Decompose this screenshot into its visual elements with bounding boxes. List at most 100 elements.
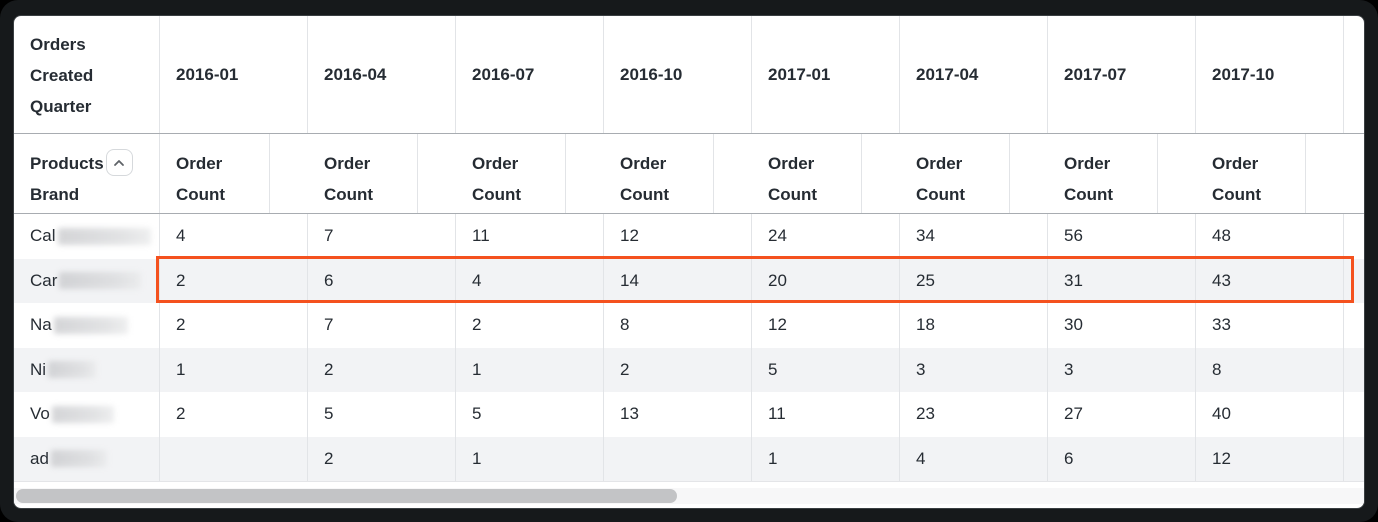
brand-prefix: Ni — [30, 359, 47, 379]
brand-cell[interactable]: Na — [14, 303, 160, 348]
scrollbar-thumb[interactable] — [16, 489, 677, 503]
value-cell-2017-10[interactable]: 48 — [1196, 214, 1344, 259]
brand-prefix: Na — [30, 315, 52, 335]
collapse-column-button[interactable] — [105, 149, 133, 177]
metric-header-2016-10[interactable]: Order Count — [604, 134, 714, 213]
value-cell-2017-07[interactable]: 3 — [1048, 347, 1196, 392]
brand-cell[interactable]: ad — [14, 436, 160, 481]
column-header-2016-04[interactable]: 2016-04 — [308, 16, 456, 133]
table-row: Na 2 7 2 8 12 18 30 33 — [14, 303, 1364, 348]
brand-prefix: Vo — [30, 404, 50, 424]
column-dimension-label-line2: Brand — [30, 185, 80, 204]
value-cell-2017-07[interactable]: 56 — [1048, 214, 1196, 259]
row-dimension-header: Orders Created Quarter — [14, 16, 160, 133]
value-cell-2017-01[interactable]: 11 — [752, 392, 900, 437]
column-header-overflow — [1344, 16, 1364, 133]
column-header-2017-07[interactable]: 2017-07 — [1048, 16, 1196, 133]
value-cell-2016-07[interactable]: 1 — [456, 436, 604, 481]
value-cell-2017-04[interactable]: 23 — [900, 392, 1048, 437]
value-cell-2016-01[interactable]: 2 — [160, 303, 308, 348]
pivot-table: Orders Created Quarter 2016-01 2016-04 201… — [14, 16, 1364, 508]
brand-cell[interactable]: Vo — [14, 392, 160, 437]
value-cell-overflow — [1344, 392, 1364, 437]
brand-prefix: ad — [30, 448, 49, 468]
value-cell-2016-07[interactable]: 11 — [456, 214, 604, 259]
value-cell-2016-10[interactable]: 2 — [604, 347, 752, 392]
redacted-text-blur — [53, 316, 128, 334]
metric-header-2017-07[interactable]: Order Count — [1048, 134, 1158, 213]
value-cell-overflow — [1344, 303, 1364, 348]
value-cell-2017-10[interactable]: 43 — [1196, 258, 1344, 303]
value-cell-2017-01[interactable]: 24 — [752, 214, 900, 259]
value-cell-2017-10[interactable]: 40 — [1196, 392, 1344, 437]
value-cell-2016-10[interactable]: 14 — [604, 258, 752, 303]
value-cell-2016-10[interactable] — [604, 436, 752, 481]
value-cell-2016-10[interactable]: 8 — [604, 303, 752, 348]
metric-header-2016-01[interactable]: Order Count — [160, 134, 270, 213]
value-cell-2016-04[interactable]: 6 — [308, 258, 456, 303]
value-cell-2016-04[interactable]: 7 — [308, 303, 456, 348]
table-row: Cal 4 7 11 12 24 34 56 48 — [14, 214, 1364, 259]
value-cell-overflow — [1344, 437, 1364, 482]
value-cell-2016-07[interactable]: 4 — [456, 258, 604, 303]
value-cell-2016-07[interactable]: 1 — [456, 347, 604, 392]
value-cell-2017-07[interactable]: 30 — [1048, 303, 1196, 348]
value-cell-2017-04[interactable]: 18 — [900, 303, 1048, 348]
brand-cell[interactable]: Cal — [14, 214, 160, 259]
value-cell-2016-10[interactable]: 12 — [604, 214, 752, 259]
metric-header-2017-04[interactable]: Order Count — [900, 134, 1010, 213]
metric-header-2017-10[interactable]: Order Count — [1196, 134, 1306, 213]
brand-cell[interactable]: Ni — [14, 347, 160, 392]
value-cell-2017-04[interactable]: 25 — [900, 258, 1048, 303]
value-cell-2016-10[interactable]: 13 — [604, 392, 752, 437]
metric-headers-row: Products Brand Order Count Order Count Ord… — [14, 134, 1364, 214]
value-cell-2017-07[interactable]: 6 — [1048, 436, 1196, 481]
column-header-2016-07[interactable]: 2016-07 — [456, 16, 604, 133]
metric-header-2016-04[interactable]: Order Count — [308, 134, 418, 213]
table-row: Ni 1 2 1 2 5 3 3 8 — [14, 347, 1364, 392]
value-cell-2016-01[interactable]: 1 — [160, 347, 308, 392]
value-cell-2017-10[interactable]: 12 — [1196, 436, 1344, 481]
column-header-2017-10[interactable]: 2017-10 — [1196, 16, 1344, 133]
metric-header-2016-07[interactable]: Order Count — [456, 134, 566, 213]
value-cell-2017-07[interactable]: 31 — [1048, 258, 1196, 303]
value-cell-2017-10[interactable]: 8 — [1196, 347, 1344, 392]
column-dimension-header: Products Brand — [14, 134, 160, 213]
table-row: Car 2 6 4 14 20 25 31 43 — [14, 258, 1364, 303]
value-cell-2016-04[interactable]: 7 — [308, 214, 456, 259]
value-cell-2017-01[interactable]: 1 — [752, 436, 900, 481]
brand-prefix: Cal — [30, 226, 56, 246]
value-cell-2017-01[interactable]: 5 — [752, 347, 900, 392]
value-cell-2017-04[interactable]: 3 — [900, 347, 1048, 392]
redacted-text-blur — [50, 450, 107, 468]
value-cell-2016-04[interactable]: 5 — [308, 392, 456, 437]
value-cell-2016-04[interactable]: 2 — [308, 347, 456, 392]
column-headers-row: Orders Created Quarter 2016-01 2016-04 201… — [14, 16, 1364, 134]
value-cell-2016-01[interactable]: 2 — [160, 392, 308, 437]
value-cell-2017-10[interactable]: 33 — [1196, 303, 1344, 348]
value-cell-2016-01[interactable]: 2 — [160, 258, 308, 303]
brand-prefix: Car — [30, 270, 58, 290]
value-cell-2016-04[interactable]: 2 — [308, 436, 456, 481]
horizontal-scrollbar[interactable] — [14, 488, 1364, 504]
value-cell-2016-07[interactable]: 5 — [456, 392, 604, 437]
redacted-text-blur — [59, 272, 142, 290]
column-header-2016-10[interactable]: 2016-10 — [604, 16, 752, 133]
value-cell-2016-07[interactable]: 2 — [456, 303, 604, 348]
table-row: Vo 2 5 5 13 11 23 27 40 — [14, 392, 1364, 437]
redacted-text-blur — [51, 405, 114, 423]
value-cell-2016-01[interactable]: 4 — [160, 214, 308, 259]
value-cell-2017-01[interactable]: 12 — [752, 303, 900, 348]
value-cell-2016-01[interactable] — [160, 436, 308, 481]
column-header-2017-01[interactable]: 2017-01 — [752, 16, 900, 133]
metric-header-2017-01[interactable]: Order Count — [752, 134, 862, 213]
column-header-2016-01[interactable]: 2016-01 — [160, 16, 308, 133]
value-cell-2017-04[interactable]: 4 — [900, 436, 1048, 481]
column-dimension-label-line1: Products — [30, 154, 104, 173]
brand-cell[interactable]: Car — [14, 258, 160, 303]
value-cell-2017-07[interactable]: 27 — [1048, 392, 1196, 437]
column-header-2017-04[interactable]: 2017-04 — [900, 16, 1048, 133]
value-cell-2017-04[interactable]: 34 — [900, 214, 1048, 259]
value-cell-2017-01[interactable]: 20 — [752, 258, 900, 303]
